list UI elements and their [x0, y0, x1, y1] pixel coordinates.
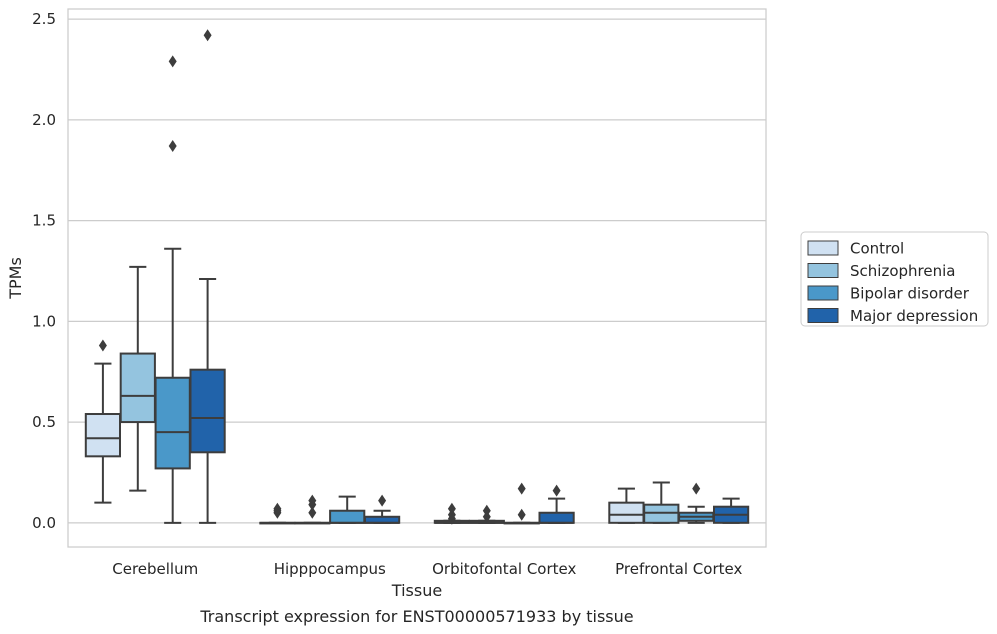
y-tick-label: 0.5 — [32, 413, 56, 431]
legend[interactable]: Control Schizophrenia Bipolar disorder Majo… — [800, 231, 989, 327]
outlier-point — [273, 502, 282, 515]
box-bipolar-disorder — [503, 482, 540, 525]
x-tick-label: Cerebellum — [112, 560, 198, 578]
box-body — [119, 352, 156, 424]
box-schizophrenia — [119, 265, 156, 492]
x-tick-label: Hipppocampus — [274, 560, 386, 578]
outlier-point — [308, 506, 317, 519]
plot-frame — [67, 8, 767, 548]
outlier-point — [482, 510, 491, 523]
outlier-point — [447, 502, 456, 515]
box-bipolar-disorder — [329, 495, 366, 524]
legend-swatch — [807, 308, 839, 323]
legend-label: Bipolar disorder — [850, 285, 970, 303]
outlier-point — [378, 494, 387, 507]
box-body — [608, 501, 645, 524]
box-schizophrenia — [468, 504, 505, 524]
legend-swatch — [807, 263, 839, 278]
legend-item[interactable]: Major depression — [807, 307, 978, 325]
legend-swatch — [807, 240, 839, 256]
box-schizophrenia — [643, 481, 680, 524]
y-tick-label: 2.5 — [32, 10, 56, 28]
legend-frame — [800, 231, 989, 327]
legend-label: Control — [850, 240, 904, 258]
outlier-point — [447, 508, 456, 521]
y-tick-label: 1.5 — [32, 212, 56, 230]
outlier-point — [308, 494, 317, 507]
box-control — [259, 502, 296, 525]
outlier-point — [168, 55, 177, 68]
legend-item[interactable]: Control — [807, 240, 904, 258]
box-body — [189, 368, 226, 454]
x-tick-labels: Cerebellum Hipppocampus Orbitofontal Corte… — [112, 560, 742, 578]
legend-label: Schizophrenia — [850, 262, 955, 280]
x-tick-label: Prefrontal Cortex — [615, 560, 742, 578]
box-control — [84, 339, 122, 504]
outlier-point — [168, 140, 177, 153]
box-body — [154, 376, 191, 470]
legend-item[interactable]: Schizophrenia — [807, 262, 955, 280]
box-major-depression — [538, 484, 575, 524]
box-control — [433, 502, 471, 525]
chart-caption: Transcript expression for ENST0000057193… — [199, 607, 633, 626]
legend-item[interactable]: Bipolar disorder — [807, 285, 970, 303]
y-tick-label: 2.0 — [32, 111, 56, 129]
legend-swatch — [807, 285, 839, 301]
outlier-point — [203, 29, 212, 42]
box-control — [608, 487, 645, 524]
legend-label: Major depression — [850, 307, 978, 325]
y-tick-label: 1.0 — [32, 312, 56, 330]
outlier-point — [552, 484, 561, 497]
box-major-depression — [363, 494, 401, 524]
x-axis-label: Tissue — [391, 581, 442, 600]
box-body — [538, 511, 575, 524]
outlier-point — [482, 504, 491, 517]
box-major-depression — [712, 497, 750, 524]
outlier-point — [692, 482, 701, 495]
box-body — [643, 503, 680, 524]
y-axis-label: TPMs — [6, 257, 25, 300]
box-body — [329, 509, 366, 524]
y-tick-labels: 0.0 0.5 1.0 1.5 2.0 2.5 — [32, 10, 56, 532]
box-groups — [84, 29, 750, 525]
box-schizophrenia — [294, 494, 331, 525]
y-tick-label: 0.0 — [32, 514, 56, 532]
outlier-point — [517, 482, 526, 495]
box-bipolar-disorder — [678, 482, 715, 524]
x-tick-label: Orbitofontal Cortex — [432, 560, 576, 578]
box-body — [84, 413, 122, 458]
outlier-point — [517, 508, 526, 521]
box-bipolar-disorder — [154, 55, 191, 524]
outlier-point — [98, 339, 107, 352]
box-major-depression — [189, 29, 226, 524]
